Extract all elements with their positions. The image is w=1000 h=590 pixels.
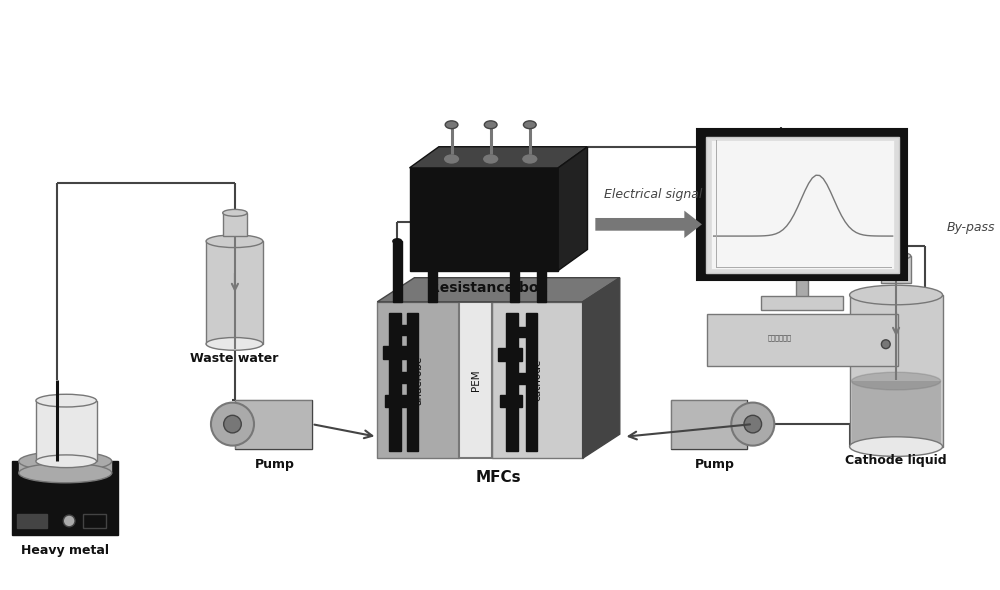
Ellipse shape bbox=[224, 415, 241, 433]
Text: MFCs: MFCs bbox=[476, 470, 521, 486]
Ellipse shape bbox=[19, 463, 112, 483]
Text: Pump: Pump bbox=[695, 458, 735, 471]
FancyBboxPatch shape bbox=[401, 372, 418, 383]
Ellipse shape bbox=[206, 235, 263, 248]
FancyBboxPatch shape bbox=[459, 302, 492, 458]
FancyBboxPatch shape bbox=[383, 346, 407, 359]
FancyBboxPatch shape bbox=[506, 313, 518, 451]
Ellipse shape bbox=[537, 239, 546, 244]
Ellipse shape bbox=[36, 455, 97, 468]
FancyBboxPatch shape bbox=[389, 313, 401, 451]
Ellipse shape bbox=[850, 437, 943, 457]
Ellipse shape bbox=[445, 121, 458, 129]
Text: Electrical signal: Electrical signal bbox=[604, 188, 702, 202]
Text: PEM: PEM bbox=[471, 369, 481, 391]
FancyBboxPatch shape bbox=[711, 140, 894, 268]
Ellipse shape bbox=[36, 394, 97, 407]
FancyBboxPatch shape bbox=[852, 381, 941, 445]
FancyBboxPatch shape bbox=[500, 395, 522, 408]
FancyArrow shape bbox=[595, 211, 702, 238]
FancyBboxPatch shape bbox=[385, 395, 407, 408]
Ellipse shape bbox=[211, 402, 254, 445]
Polygon shape bbox=[410, 147, 588, 168]
Ellipse shape bbox=[393, 239, 402, 244]
Polygon shape bbox=[377, 278, 620, 302]
FancyBboxPatch shape bbox=[671, 399, 747, 448]
FancyBboxPatch shape bbox=[36, 401, 97, 461]
Ellipse shape bbox=[484, 121, 497, 129]
Text: cathode: cathode bbox=[532, 359, 542, 401]
FancyBboxPatch shape bbox=[399, 325, 416, 335]
Ellipse shape bbox=[428, 239, 437, 244]
FancyBboxPatch shape bbox=[12, 461, 118, 535]
Text: Heavy metal: Heavy metal bbox=[21, 544, 109, 557]
FancyBboxPatch shape bbox=[19, 460, 111, 473]
FancyBboxPatch shape bbox=[492, 302, 583, 458]
Polygon shape bbox=[558, 147, 588, 271]
FancyBboxPatch shape bbox=[526, 313, 537, 451]
FancyBboxPatch shape bbox=[510, 241, 519, 302]
FancyBboxPatch shape bbox=[516, 327, 533, 337]
FancyBboxPatch shape bbox=[706, 136, 899, 273]
FancyBboxPatch shape bbox=[850, 295, 943, 447]
FancyBboxPatch shape bbox=[223, 213, 247, 237]
Polygon shape bbox=[583, 278, 620, 458]
Ellipse shape bbox=[19, 451, 112, 471]
FancyBboxPatch shape bbox=[517, 373, 534, 384]
FancyBboxPatch shape bbox=[407, 313, 418, 451]
FancyBboxPatch shape bbox=[83, 514, 106, 528]
Ellipse shape bbox=[63, 515, 75, 527]
Ellipse shape bbox=[881, 340, 890, 349]
FancyBboxPatch shape bbox=[498, 348, 522, 360]
FancyBboxPatch shape bbox=[697, 129, 907, 280]
FancyBboxPatch shape bbox=[428, 241, 437, 302]
FancyBboxPatch shape bbox=[410, 168, 558, 271]
Ellipse shape bbox=[206, 337, 263, 350]
Ellipse shape bbox=[852, 372, 941, 390]
FancyBboxPatch shape bbox=[17, 514, 47, 528]
Ellipse shape bbox=[744, 415, 762, 433]
FancyBboxPatch shape bbox=[881, 256, 911, 283]
Ellipse shape bbox=[731, 402, 774, 445]
Ellipse shape bbox=[510, 239, 519, 244]
Ellipse shape bbox=[443, 153, 460, 165]
FancyBboxPatch shape bbox=[707, 313, 898, 366]
Text: Resistance box: Resistance box bbox=[429, 281, 548, 295]
FancyBboxPatch shape bbox=[206, 241, 263, 344]
FancyBboxPatch shape bbox=[393, 241, 402, 302]
Ellipse shape bbox=[521, 153, 538, 165]
Text: 电化学工作站: 电化学工作站 bbox=[767, 334, 791, 340]
Ellipse shape bbox=[223, 209, 247, 217]
FancyBboxPatch shape bbox=[761, 296, 843, 310]
FancyBboxPatch shape bbox=[235, 399, 312, 448]
FancyBboxPatch shape bbox=[796, 278, 808, 298]
Text: Waste water: Waste water bbox=[190, 352, 279, 365]
Ellipse shape bbox=[881, 252, 911, 260]
Text: Pump: Pump bbox=[255, 458, 294, 471]
Text: Cathode liquid: Cathode liquid bbox=[845, 454, 947, 467]
Text: anaerobe: anaerobe bbox=[413, 355, 423, 405]
FancyBboxPatch shape bbox=[377, 302, 459, 458]
Ellipse shape bbox=[482, 153, 499, 165]
Text: By-pass: By-pass bbox=[946, 221, 995, 234]
Ellipse shape bbox=[523, 121, 536, 129]
Ellipse shape bbox=[850, 285, 943, 305]
FancyBboxPatch shape bbox=[235, 399, 312, 448]
FancyBboxPatch shape bbox=[671, 399, 747, 448]
FancyBboxPatch shape bbox=[537, 241, 546, 302]
